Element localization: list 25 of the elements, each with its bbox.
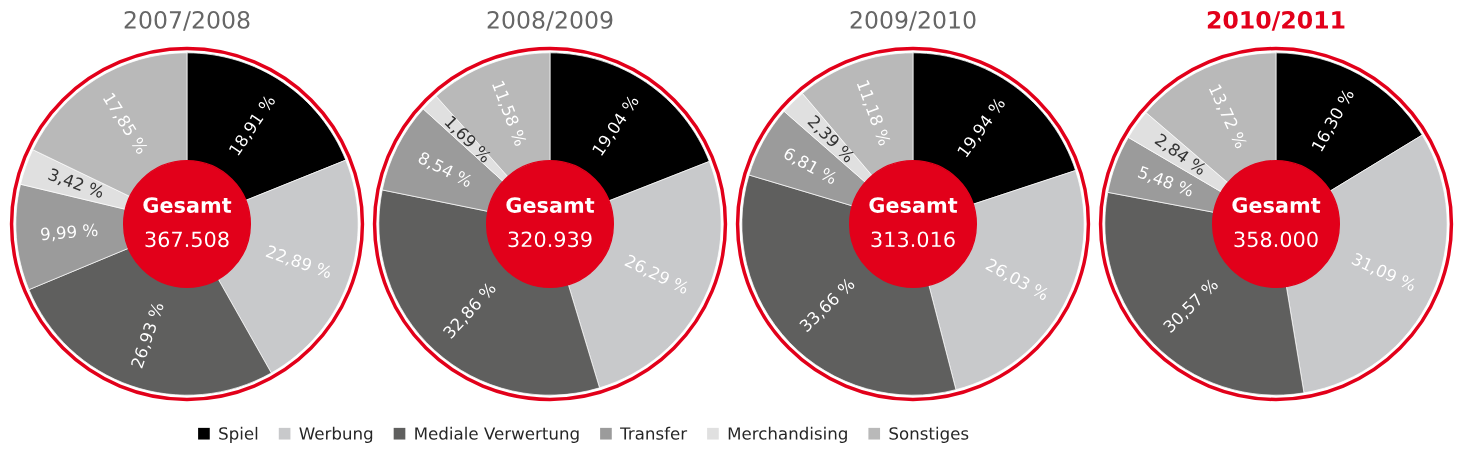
data-label: 26,93 % — [130, 301, 166, 370]
text: Gesamt — [1232, 197, 1321, 213]
legend-label: Transfer — [620, 426, 688, 440]
text: Gesamt — [506, 197, 595, 213]
chart-title: 2009/2010 — [850, 10, 976, 31]
legend-label: Werbung — [299, 426, 373, 443]
data-label: 8,54 % — [416, 151, 474, 190]
data-label: 11,58 % — [490, 80, 528, 148]
chart-title: 2008/2009 — [487, 10, 613, 31]
data-label: 11,18 % — [855, 79, 892, 147]
text: 313.016 — [871, 231, 955, 248]
legend-label: Spiel — [219, 426, 258, 443]
text: 367.508 — [145, 231, 229, 248]
chart-title: 2010/2011 — [1207, 10, 1345, 31]
text: Gesamt — [869, 197, 958, 213]
text: 320.939 — [508, 231, 592, 248]
legend-label: Mediale Verwertung — [415, 426, 579, 443]
data-label: 3,42 % — [47, 167, 105, 201]
text: Gesamt — [143, 197, 232, 213]
legend-label: Sonstiges — [889, 426, 969, 443]
text: 358.000 — [1234, 231, 1318, 248]
chart-title: 2007/2008 — [124, 10, 250, 31]
legend-label: Merchandising — [728, 426, 847, 443]
data-label: 9,99 % — [40, 223, 98, 243]
data-label: 6,81 % — [781, 146, 839, 187]
